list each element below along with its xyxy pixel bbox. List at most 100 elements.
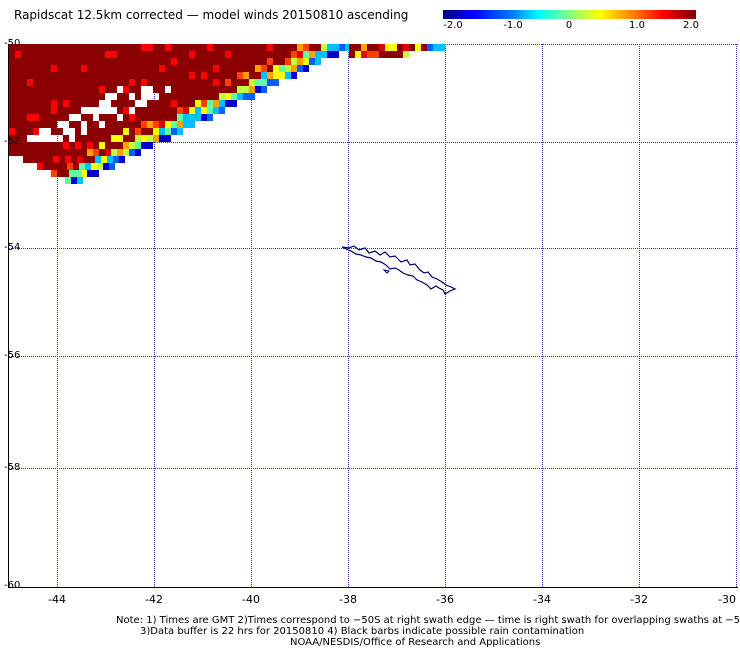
swath-cell	[201, 44, 207, 51]
swath-cell	[39, 121, 45, 128]
swath-cell	[189, 58, 195, 65]
swath-cell	[21, 93, 27, 100]
swath-cell	[231, 93, 237, 100]
swath-cell	[51, 128, 57, 135]
swath-cell	[99, 128, 105, 135]
swath-cell	[39, 93, 45, 100]
swath-cell	[177, 44, 183, 51]
swath-cell	[33, 72, 39, 79]
swath-cell	[57, 149, 63, 156]
latitude-label: -54	[4, 242, 21, 253]
swath-cell	[213, 93, 219, 100]
swath-cell	[321, 51, 327, 58]
swath-cell	[213, 65, 219, 72]
swath-cell	[75, 65, 81, 72]
coastline-layer	[341, 245, 457, 295]
note-line-2: 3)Data buffer is 22 hrs for 20150810 4) …	[140, 626, 585, 637]
swath-cell	[57, 44, 63, 51]
swath-cell	[71, 156, 77, 163]
swath-cell	[69, 100, 75, 107]
swath-cell	[57, 79, 63, 86]
colorbar-tick-label: 0	[565, 20, 573, 31]
swath-cell	[427, 44, 433, 51]
swath-cell	[93, 121, 99, 128]
swath-cell	[219, 86, 225, 93]
swath-cell	[65, 156, 71, 163]
swath-cell	[21, 79, 27, 86]
swath-cell	[117, 72, 123, 79]
swath-cell	[213, 72, 219, 79]
swath-cell	[183, 93, 189, 100]
swath-cell	[195, 114, 201, 121]
swath-cell	[107, 156, 113, 163]
swath-cell	[261, 65, 267, 72]
swath-cell	[135, 114, 141, 121]
swath-cell	[33, 114, 39, 121]
swath-cell	[93, 51, 99, 58]
note-line-3: NOAA/NESDIS/Office of Research and Appli…	[290, 637, 541, 648]
swath-cell	[135, 128, 141, 135]
swath-cell	[33, 142, 39, 149]
swath-cell	[93, 65, 99, 72]
swath-cell	[53, 156, 59, 163]
swath-cell	[285, 51, 291, 58]
swath-cell	[99, 93, 105, 100]
swath-cell	[69, 93, 75, 100]
swath-cell	[27, 128, 33, 135]
swath-cell	[9, 79, 15, 86]
swath-cell	[201, 93, 207, 100]
swath-cell	[81, 149, 87, 156]
swath-cell	[135, 51, 141, 58]
swath-cell	[71, 177, 77, 184]
swath-cell	[285, 44, 291, 51]
swath-cell	[33, 51, 39, 58]
swath-cell	[379, 44, 385, 51]
swath-cell	[63, 135, 69, 142]
swath-cell	[135, 72, 141, 79]
swath-cell	[201, 107, 207, 114]
swath-cell	[291, 51, 297, 58]
swath-cell	[183, 100, 189, 107]
swath-cell	[129, 65, 135, 72]
longitude-label: -38	[339, 593, 357, 606]
swath-cell	[433, 44, 439, 51]
swath-cell	[15, 128, 21, 135]
swath-cell	[177, 86, 183, 93]
swath-cell	[111, 149, 117, 156]
swath-cell	[195, 58, 201, 65]
swath-cell	[171, 72, 177, 79]
swath-cell	[361, 51, 367, 58]
swath-cell	[103, 163, 109, 170]
swath-cell	[105, 44, 111, 51]
swath-cell	[57, 93, 63, 100]
swath-cell	[111, 128, 117, 135]
longitude-gridline	[348, 44, 349, 587]
coastline-islet	[382, 269, 391, 274]
swath-cell	[367, 44, 373, 51]
swath-cell	[27, 149, 33, 156]
swath-cell	[9, 58, 15, 65]
swath-cell	[123, 58, 129, 65]
swath-cell	[111, 121, 117, 128]
swath-cell	[279, 44, 285, 51]
swath-cell	[249, 79, 255, 86]
swath-cell	[141, 114, 147, 121]
swath-cell	[315, 44, 321, 51]
swath-cell	[33, 128, 39, 135]
swath-cell	[249, 58, 255, 65]
swath-cell	[109, 163, 115, 170]
swath-cell	[255, 79, 261, 86]
swath-cell	[285, 58, 291, 65]
swath-cell	[201, 65, 207, 72]
swath-cell	[183, 86, 189, 93]
swath-cell	[81, 93, 87, 100]
swath-cell	[153, 121, 159, 128]
swath-cell	[33, 79, 39, 86]
swath-cell	[15, 114, 21, 121]
swath-cell	[177, 107, 183, 114]
swath-cell	[165, 51, 171, 58]
swath-cell	[75, 86, 81, 93]
swath-cell	[291, 58, 297, 65]
swath-cell	[403, 44, 409, 51]
swath-cell	[267, 72, 273, 79]
